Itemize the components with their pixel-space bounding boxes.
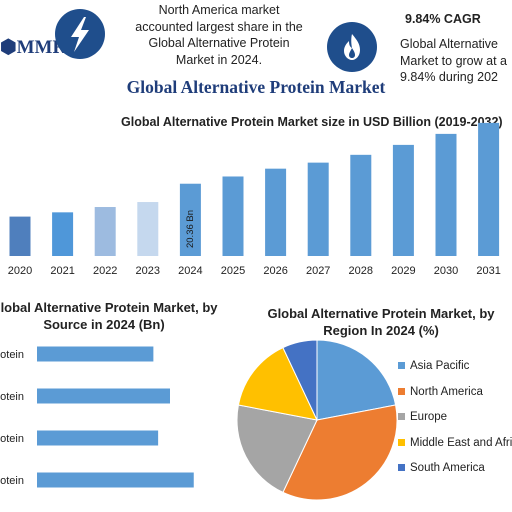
main-title: Global Alternative Protein Market — [126, 77, 386, 97]
legend-item-south-america: South America — [398, 462, 485, 474]
lightning-icon — [71, 17, 89, 52]
cagr-title: 9.84% CAGR — [405, 12, 481, 26]
bar-2024 — [179, 183, 201, 256]
bar-2022 — [94, 207, 116, 256]
market-size-chart: 2020 2021 2022 2023 2024 20.36 Bn 2025 2026 2027… — [8, 122, 501, 277]
source-category-label: rotein — [0, 433, 24, 445]
x-tick-label: 2025 — [221, 265, 245, 277]
source-title-line-2: Source in 2024 (Bn) — [43, 317, 165, 332]
flame-icon-circle — [327, 22, 377, 72]
cagr-line-3: 9.84% during 202 — [400, 70, 498, 84]
region-title-line-2: Region In 2024 (%) — [323, 323, 439, 338]
legend-label: South America — [410, 462, 485, 474]
legend-label: Middle East and Afri — [410, 437, 512, 449]
region-title-line-1: Global Alternative Protein Market, by — [267, 306, 495, 321]
na-line-3: Global Alternative Protein — [148, 36, 290, 50]
source-category-label: otein — [0, 349, 24, 361]
north-america-text: North America market accounted largest s… — [127, 2, 311, 68]
x-tick-label: 2024 — [178, 265, 202, 277]
legend-label: Europe — [410, 411, 448, 423]
source-title-line-1: Global Alternative Protein Market, by — [0, 300, 218, 315]
lightning-icon-circle — [55, 9, 105, 59]
legend-item-north-america: North America — [398, 386, 483, 398]
pie-slice — [282, 339, 318, 421]
x-tick-label: 2031 — [476, 265, 500, 277]
logo-text: MMR — [16, 37, 67, 58]
cagr-line-1: Global Alternative — [400, 37, 498, 51]
bar-2028 — [350, 154, 372, 256]
legend-item-europe: Europe — [398, 411, 447, 423]
legend-swatch — [398, 413, 405, 421]
x-tick-label: 2028 — [349, 265, 373, 277]
source-bar — [37, 346, 154, 362]
na-line-2: accounted largest share in the — [135, 19, 303, 34]
x-tick-label: 2029 — [391, 265, 415, 277]
x-tick-label: 2022 — [93, 265, 117, 277]
legend-swatch — [398, 439, 405, 447]
x-tick-label: 2026 — [263, 265, 287, 277]
bar-2021 — [52, 212, 74, 256]
x-tick-label: 2021 — [50, 265, 74, 277]
legend-swatch — [398, 464, 405, 472]
logo-mark: ⬢ — [0, 37, 17, 58]
source-chart-title: Global Alternative Protein Market, by So… — [0, 299, 220, 333]
bar-2030 — [435, 133, 457, 256]
pie-slice — [236, 404, 318, 494]
bar-2025 — [222, 176, 244, 256]
bar-2031 — [478, 122, 500, 256]
x-tick-label: 2030 — [434, 265, 458, 277]
pie-slice — [282, 404, 398, 501]
flame-icon — [344, 34, 360, 60]
market-size-chart-title: Global Alternative Protein Market size i… — [121, 115, 503, 129]
legend-label: North America — [410, 386, 483, 398]
legend-item-middle-east: Middle East and Afri — [398, 437, 512, 449]
pie-slice — [316, 339, 397, 421]
source-category-label: rotein — [0, 475, 24, 487]
na-line-4: Market in 2024. — [175, 52, 263, 67]
x-tick-label: 2023 — [136, 265, 160, 277]
source-bar — [37, 472, 194, 488]
pie-slice — [237, 346, 318, 421]
legend-item-asia-pacific: Asia Pacific — [398, 360, 469, 372]
bar-2023 — [137, 202, 159, 256]
x-tick-label: 2020 — [8, 265, 32, 277]
na-line-1: North America market — [158, 3, 280, 17]
x-tick-label: 2027 — [306, 265, 330, 277]
data-label: 20.36 Bn — [185, 210, 196, 248]
cagr-text: Global Alternative Market to grow at a 9… — [400, 36, 512, 86]
source-bar — [37, 388, 170, 404]
cagr-line-2: Market to grow at a — [400, 53, 507, 68]
source-category-label: rotein — [0, 391, 24, 403]
source-chart: otein rotein rotein rotein — [0, 346, 194, 488]
legend-swatch — [398, 388, 405, 396]
bar-2029 — [392, 144, 414, 256]
bar-2026 — [265, 168, 287, 256]
bar-2027 — [307, 162, 329, 256]
logo: ⬢MMR — [0, 36, 66, 59]
region-chart-title: Global Alternative Protein Market, by Re… — [252, 305, 510, 339]
bar-2020 — [9, 216, 31, 256]
legend-label: Asia Pacific — [410, 360, 470, 372]
source-bar — [37, 430, 159, 446]
legend-swatch — [398, 362, 405, 370]
